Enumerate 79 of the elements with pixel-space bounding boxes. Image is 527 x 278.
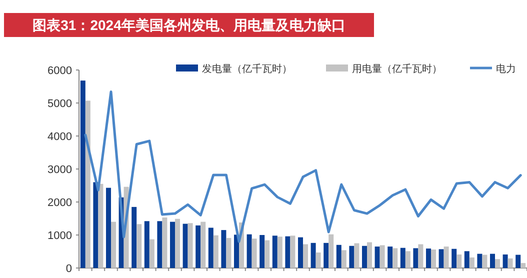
bar [196, 225, 201, 268]
bar [520, 263, 526, 268]
bar [149, 239, 154, 268]
bar [182, 224, 188, 268]
y-tick-label: 4000 [48, 131, 72, 143]
bar [106, 188, 111, 268]
bar [341, 250, 346, 268]
bar [495, 259, 500, 268]
bar [290, 236, 296, 268]
bar [188, 223, 193, 268]
bar [246, 234, 252, 268]
bar [362, 246, 367, 268]
bar [400, 248, 406, 268]
y-tick-label: 0 [66, 263, 72, 275]
bar [175, 218, 180, 268]
bar [431, 250, 436, 268]
bar [252, 238, 257, 268]
bar [98, 184, 104, 268]
bar [388, 246, 393, 268]
legend-label: 用电量（亿千瓦时） [352, 63, 442, 75]
bar [162, 218, 168, 268]
bar [208, 228, 214, 268]
bar [413, 248, 418, 268]
bar [336, 244, 342, 268]
bar [418, 244, 424, 268]
bar [456, 254, 462, 268]
bar [170, 222, 175, 268]
bar [272, 236, 278, 268]
bar [136, 224, 142, 268]
bar [200, 222, 206, 268]
bar [477, 254, 482, 268]
legend-label: 发电量（亿千瓦时） [202, 63, 292, 75]
bar [144, 221, 150, 268]
bar [303, 244, 308, 268]
bar [508, 258, 513, 268]
bar [482, 254, 488, 268]
bar [464, 251, 470, 268]
bar [80, 80, 86, 268]
bar [380, 245, 385, 268]
chart-title: 图表31：2024年美国各州发电、用电量及电力缺口 [32, 17, 346, 33]
bar [438, 249, 444, 268]
bar [111, 222, 116, 268]
bar [516, 254, 521, 268]
bar [349, 246, 354, 268]
bar [324, 242, 329, 268]
bar [285, 236, 290, 268]
bar [213, 235, 218, 268]
bar [264, 240, 270, 268]
bar [392, 248, 398, 268]
y-tick-label: 5000 [48, 98, 72, 110]
bar [298, 237, 303, 268]
bar [132, 206, 137, 268]
bar [234, 234, 239, 268]
bar [260, 235, 265, 268]
bar [405, 251, 410, 268]
line-series [84, 90, 522, 243]
bar [157, 221, 162, 268]
bar [367, 242, 372, 268]
bar [374, 246, 380, 268]
bar [444, 246, 449, 268]
bar [452, 248, 457, 268]
bar [426, 248, 431, 268]
legend-label: 电力 [496, 63, 516, 75]
bar [221, 230, 226, 268]
bar [354, 243, 360, 268]
y-tick-label: 1000 [48, 230, 72, 242]
bar [85, 100, 90, 268]
bar [310, 242, 316, 268]
bar [469, 257, 474, 268]
y-tick-label: 2000 [48, 197, 72, 209]
bar [93, 182, 98, 268]
bar [226, 238, 232, 268]
bar [502, 254, 508, 268]
bar [490, 254, 495, 268]
bar [277, 236, 282, 268]
bar [328, 234, 334, 268]
bar [316, 252, 321, 268]
y-tick-label: 3000 [48, 164, 72, 176]
y-tick-label: 6000 [48, 65, 72, 77]
